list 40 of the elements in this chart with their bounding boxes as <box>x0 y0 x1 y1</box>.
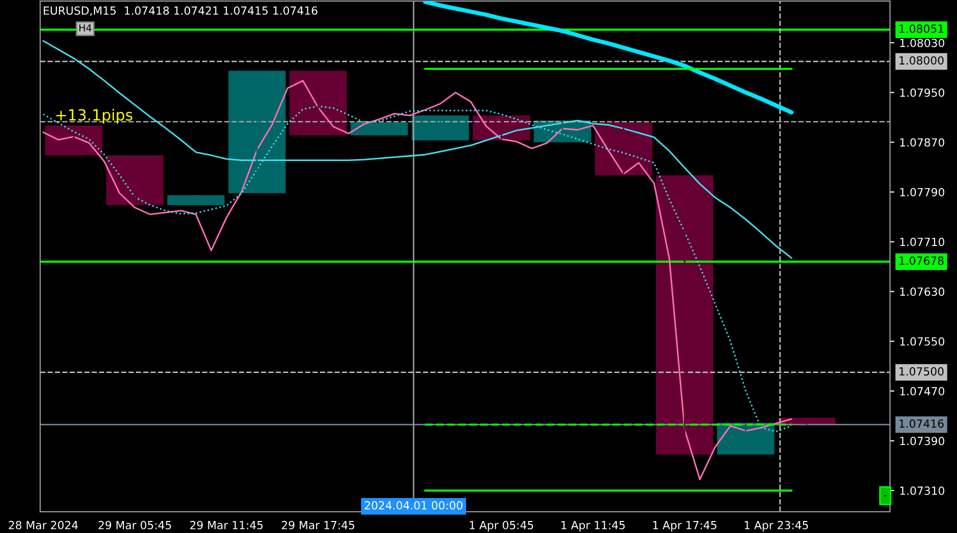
x-tick-label: 29 Mar 17:45 <box>282 520 354 530</box>
x-tick-label: 1 Apr 05:45 <box>470 520 534 532</box>
ref-line-label: 1.07500 <box>900 367 944 376</box>
x-tick-label: 28 Mar 2024 <box>8 520 78 530</box>
candlestick <box>594 122 652 176</box>
x-tick-label: 29 Mar 05:45 <box>98 520 171 530</box>
candlestick <box>412 114 469 142</box>
candlestick <box>228 70 286 194</box>
y-tick-label: 1.08030 <box>900 38 944 48</box>
y-tick-label: 1.07550 <box>900 337 944 346</box>
ref-line-label: 1.07678 <box>900 256 944 265</box>
line-series <box>422 1 794 114</box>
y-tick-label: 1.07870 <box>900 138 944 147</box>
x-tick-label: 1 Apr 11:45 <box>562 521 625 532</box>
y-tick-label: 1.07470 <box>900 387 944 396</box>
candlestick <box>167 194 225 206</box>
annotation: +13.1pips <box>56 108 132 124</box>
chart-title: EURUSD,M15 1.07418 1.07421 1.07415 1.07416 <box>44 6 318 16</box>
candlestick <box>717 422 774 456</box>
candlestick <box>656 174 714 456</box>
ref-line-label: 1.07416 <box>900 419 944 428</box>
y-tick-label: 1.07310 <box>900 486 944 495</box>
annotation: 2024.04.01 00:00 <box>364 501 462 510</box>
y-tick-label: 1.07790 <box>900 188 944 196</box>
annotation: - <box>884 495 887 496</box>
candlestick <box>289 70 347 136</box>
y-tick-label: 1.07950 <box>900 88 944 97</box>
y-tick-label: 1.07710 <box>900 238 944 246</box>
ref-line-label: 1.08000 <box>900 56 944 65</box>
y-tick-label: 1.07390 <box>900 436 944 446</box>
line-series <box>42 80 792 480</box>
candlestick <box>106 154 164 206</box>
x-tick-label: 1 Apr 17:45 <box>653 521 716 532</box>
annotation: H4 <box>79 24 92 32</box>
x-tick-label: 29 Mar 11:45 <box>190 520 263 530</box>
candlestick <box>350 122 408 136</box>
ref-line-label: 1.08051 <box>900 24 944 33</box>
x-tick-label: 1 Apr 23:45 <box>744 520 808 532</box>
candlestick <box>45 124 102 156</box>
y-tick-label: 1.07630 <box>900 287 944 296</box>
